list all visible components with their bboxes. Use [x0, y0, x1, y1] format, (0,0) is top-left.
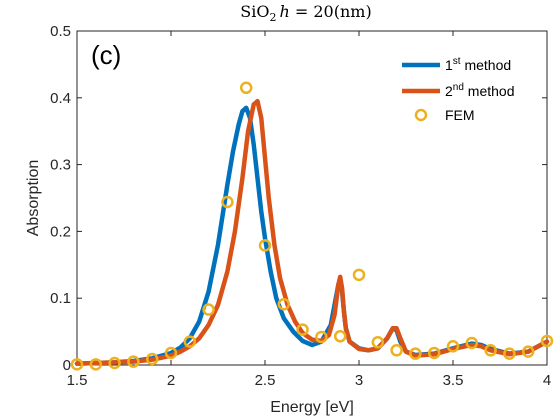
- fem-point: [409, 347, 422, 360]
- y-tick-label: 0.2: [50, 223, 71, 240]
- fem-point: [521, 345, 535, 358]
- fem-point: [127, 355, 140, 368]
- y-tick-label: 0: [63, 357, 71, 374]
- ticks: 1.5 2 2.5 3 3.5 4 0 0.1 0.2 0.3 0.4 0.5: [50, 23, 551, 389]
- fem-point: [427, 346, 441, 360]
- x-tick-label: 1.5: [67, 372, 88, 389]
- fem-point: [221, 195, 234, 209]
- x-axis-label: Energy [eV]: [270, 399, 354, 416]
- fem-point: [164, 346, 178, 360]
- fem-point: [352, 268, 366, 282]
- legend-label-series-3: FEM: [445, 107, 475, 123]
- plot-area: [76, 30, 548, 366]
- fem-point: [145, 352, 159, 366]
- chart-title: SiO2 h = 20(nm): [240, 2, 371, 24]
- legend-swatch-series-3: [414, 108, 428, 122]
- fem-point: [540, 334, 554, 348]
- panel-label: (c): [91, 40, 121, 70]
- fem-point: [202, 303, 215, 316]
- legend-label-series-2: 2nd method: [445, 82, 515, 99]
- fem-point: [239, 81, 253, 95]
- y-tick-label: 0.1: [50, 290, 71, 307]
- y-tick-label: 0.5: [50, 23, 71, 40]
- legend: 1st method 2nd method FEM: [402, 56, 515, 123]
- x-tick-label: 2: [167, 372, 175, 389]
- fem-point: [333, 330, 347, 343]
- fem-point: [277, 297, 291, 311]
- fem-point: [371, 336, 385, 349]
- y-axis-label: Absorption: [25, 160, 42, 237]
- fem-point: [465, 336, 479, 350]
- fem-point: [183, 335, 197, 348]
- fem-point: [315, 330, 328, 344]
- series-layer: [70, 81, 554, 371]
- fem-point: [89, 358, 103, 371]
- fem-point: [446, 340, 460, 353]
- x-tick-label: 3.5: [443, 372, 464, 389]
- legend-label-series-1: 1st method: [445, 56, 511, 73]
- x-tick-label: 3: [355, 372, 363, 389]
- fem-point: [390, 344, 403, 357]
- x-tick-label: 2.5: [255, 372, 276, 389]
- x-tick-label: 4: [543, 372, 551, 389]
- y-tick-label: 0.3: [50, 157, 71, 174]
- fem-point: [108, 356, 121, 370]
- fem-point: [296, 323, 309, 336]
- fem-point: [503, 347, 516, 360]
- y-tick-label: 0.4: [50, 90, 71, 107]
- fem-point: [258, 239, 272, 252]
- fem-point: [484, 344, 497, 357]
- fem-point: [70, 358, 84, 371]
